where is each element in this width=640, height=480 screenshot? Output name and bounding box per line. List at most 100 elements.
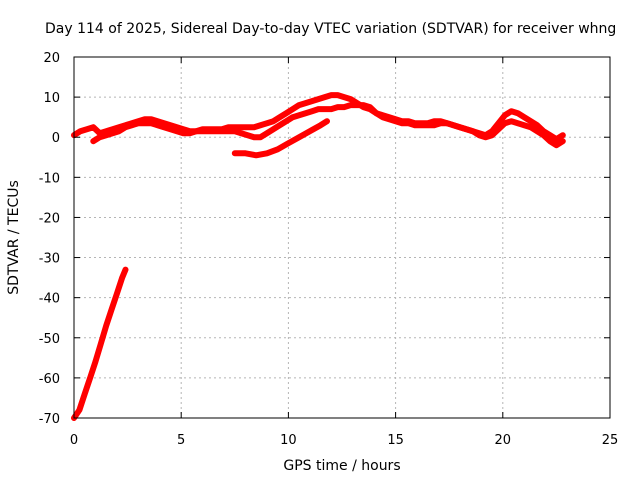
data-point — [307, 128, 313, 134]
y-tick-label: -60 — [39, 372, 60, 387]
data-point — [116, 128, 122, 134]
data-point — [521, 114, 527, 120]
x-tick-label: 15 — [387, 433, 404, 448]
data-point — [470, 128, 476, 134]
x-tick-label: 5 — [177, 433, 185, 448]
data-point — [553, 136, 560, 142]
data-point — [508, 108, 514, 114]
data-point — [296, 102, 302, 108]
data-point — [463, 126, 469, 132]
ticks-layer: 0 5 10 15 20 25 -70 -60 -50 -40 -30 -20 -10 0 10 20 — [39, 51, 619, 448]
data-point — [322, 106, 328, 112]
data-point — [318, 122, 324, 128]
data-point — [285, 140, 291, 146]
data-point — [148, 120, 154, 126]
data-point — [393, 118, 399, 124]
data-point — [200, 128, 206, 134]
data-point — [560, 138, 566, 144]
data-point — [553, 142, 560, 148]
data-point — [290, 106, 296, 112]
data-point — [341, 104, 347, 110]
data-point — [348, 96, 354, 102]
series-layer — [71, 92, 566, 421]
data-point — [354, 102, 360, 108]
y-tick-label: -30 — [39, 252, 60, 267]
data-point — [108, 307, 115, 313]
data-point — [508, 118, 514, 124]
data-point — [264, 130, 270, 136]
data-point — [264, 150, 270, 156]
data-point — [225, 128, 231, 134]
data-point — [187, 130, 193, 136]
data-point — [399, 120, 405, 126]
data-point — [155, 122, 161, 128]
data-point — [257, 134, 264, 140]
data-point — [238, 124, 244, 130]
data-point — [97, 134, 103, 140]
series-secondary-track — [90, 102, 566, 149]
data-point — [560, 132, 566, 138]
series-line — [231, 118, 330, 159]
plot-frame — [73, 56, 611, 419]
series-drop-track — [231, 118, 330, 159]
x-tick-label: 20 — [495, 433, 512, 448]
data-point — [335, 92, 341, 98]
data-point — [322, 94, 328, 100]
data-point — [90, 138, 96, 144]
data-point — [283, 118, 289, 124]
data-point — [219, 128, 225, 134]
data-point — [528, 124, 534, 130]
data-point — [528, 118, 534, 124]
data-point — [534, 122, 540, 128]
data-point — [264, 120, 270, 126]
data-point — [84, 126, 90, 132]
data-point — [270, 118, 276, 124]
data-point — [251, 124, 257, 130]
data-point — [193, 128, 199, 134]
data-point — [521, 122, 527, 128]
data-point — [341, 94, 347, 100]
data-point — [275, 146, 281, 152]
grid-layer — [74, 57, 610, 418]
data-point — [122, 124, 129, 130]
data-point — [296, 134, 302, 140]
data-point — [457, 124, 463, 130]
data-point — [373, 110, 379, 116]
data-point — [180, 130, 186, 136]
data-point — [303, 100, 309, 106]
data-point — [245, 132, 251, 138]
data-point — [450, 122, 457, 128]
data-point — [245, 124, 251, 130]
data-point — [431, 122, 437, 128]
data-point — [174, 128, 180, 134]
data-point — [76, 407, 82, 413]
data-point — [277, 122, 283, 128]
data-point — [348, 102, 354, 108]
data-point — [328, 106, 334, 112]
data-point — [98, 341, 104, 347]
y-tick-label: -10 — [39, 171, 60, 186]
data-point — [502, 120, 508, 126]
data-point — [367, 104, 373, 110]
data-point — [119, 275, 125, 281]
data-point — [232, 150, 238, 156]
data-point — [324, 118, 330, 124]
data-point — [444, 120, 450, 126]
data-point — [380, 114, 386, 120]
data-point — [534, 128, 540, 134]
data-point — [502, 112, 508, 118]
data-point — [489, 132, 495, 138]
data-point — [360, 102, 366, 108]
data-point — [335, 104, 341, 110]
data-point — [283, 110, 289, 116]
chart-title: Day 114 of 2025, Sidereal Day-to-day VTE… — [45, 21, 616, 37]
data-point — [547, 138, 553, 144]
y-tick-label: -40 — [39, 292, 60, 307]
data-point — [495, 126, 502, 132]
data-point — [296, 112, 302, 118]
y-tick-label: 0 — [52, 131, 60, 146]
data-point — [92, 359, 98, 365]
data-point — [315, 96, 321, 102]
data-point — [206, 128, 212, 134]
